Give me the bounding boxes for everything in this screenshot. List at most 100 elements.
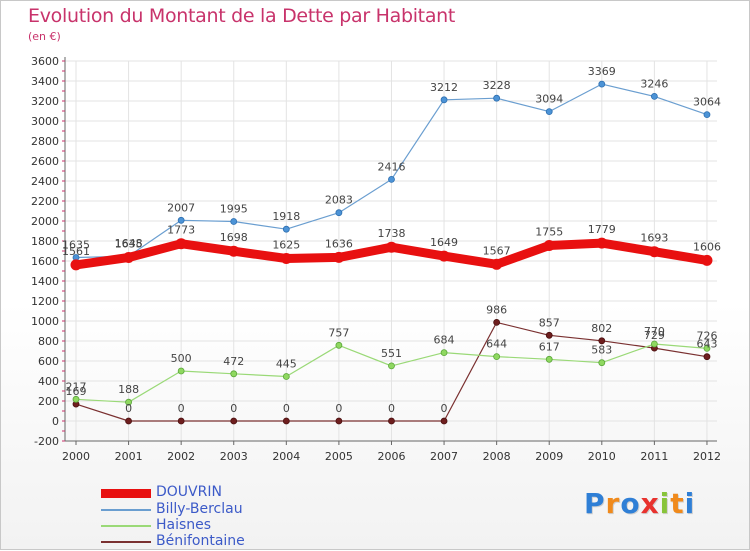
legend-swatch-benifontaine [101,541,151,543]
data-label-douvrin: 1698 [220,231,248,244]
y-tick-label: 200 [38,395,59,408]
data-label-benifontaine: 802 [591,322,612,335]
point-haisnes [598,359,606,367]
x-tick-label: 2005 [325,450,353,463]
point-haisnes [650,340,658,348]
point-billy-berclau [650,93,658,100]
y-tick-label: 2800 [31,135,59,148]
logo-letter: i [659,487,671,520]
data-label-haisnes: 617 [539,340,560,353]
point-billy-berclau [493,94,501,102]
point-benifontaine [388,417,395,425]
point-douvrin [701,254,713,266]
y-tick-label: 0 [52,415,59,428]
logo-letter: i [684,487,696,520]
y-tick-label: 2200 [31,195,59,208]
x-tick-label: 2002 [167,450,195,463]
point-benifontaine [335,417,343,425]
y-tick-label: -200 [34,435,59,448]
data-label-benifontaine: 0 [230,402,237,415]
point-haisnes [388,362,395,370]
point-benifontaine [230,417,238,425]
y-tick-label: 3400 [31,75,59,88]
y-tick-label: 1800 [31,235,59,248]
data-label-billy-berclau: 3064 [693,96,721,109]
data-label-haisnes: 445 [276,358,297,371]
data-label-billy-berclau: 1918 [272,210,300,223]
data-label-douvrin: 1738 [377,227,405,240]
y-tick-label: 3000 [31,115,59,128]
data-label-haisnes: 770 [644,325,665,338]
x-tick-label: 2000 [62,450,90,463]
data-label-benifontaine: 857 [539,316,560,329]
data-label-billy-berclau: 2007 [167,201,195,214]
point-haisnes [72,395,80,403]
data-label-haisnes: 726 [696,329,717,342]
data-label-haisnes: 551 [381,347,402,360]
data-label-douvrin: 1635 [115,238,143,251]
point-douvrin [333,251,345,263]
point-douvrin [280,253,292,264]
data-label-billy-berclau: 1648 [115,237,143,250]
data-label-benifontaine: 729 [644,329,665,342]
chart-subtitle: (en €) [28,30,61,43]
legend-swatch-haisnes [101,525,151,527]
legend-swatch-billy-berclau [101,509,151,511]
point-benifontaine [493,318,501,326]
legend-swatch-douvrin [101,489,151,498]
data-label-haisnes: 217 [66,380,87,393]
point-haisnes [545,355,553,363]
point-billy-berclau [598,80,606,88]
point-douvrin [491,258,503,270]
point-billy-berclau [282,225,290,233]
point-benifontaine [177,417,185,425]
data-label-douvrin: 1567 [483,244,511,257]
point-haisnes [493,353,501,361]
point-douvrin [228,245,240,257]
data-label-douvrin: 1649 [430,236,458,249]
point-douvrin [123,252,135,263]
data-label-billy-berclau: 3369 [588,65,616,78]
data-label-billy-berclau: 2416 [377,160,405,173]
point-benifontaine [125,417,132,425]
legend-label-douvrin: DOUVRIN [156,484,222,500]
point-haisnes [335,341,343,349]
axes [62,57,717,445]
point-douvrin [70,259,82,271]
point-billy-berclau [177,216,185,224]
y-tick-label: 1400 [31,275,59,288]
y-tick-label: 2400 [31,175,59,188]
data-label-douvrin: 1636 [325,237,353,250]
data-label-benifontaine: 643 [696,338,717,351]
x-tick-label: 2010 [588,450,616,463]
x-tick-label: 2003 [220,450,248,463]
data-label-douvrin: 1625 [272,239,300,252]
y-tick-label: 400 [38,375,59,388]
y-tick-label: 1600 [31,255,59,268]
data-label-benifontaine: 169 [66,385,87,398]
y-tick-label: 3200 [31,95,59,108]
x-tick-labels: 2000 2001 2002 2003 2004 2005 2006 2007 2008 2009… [62,450,721,463]
data-label-douvrin: 1561 [62,245,90,258]
point-benifontaine [282,417,290,425]
data-label-billy-berclau: 1635 [62,239,90,252]
data-label-benifontaine: 0 [335,402,342,415]
data-label-haisnes: 757 [328,326,349,339]
point-haisnes [440,349,448,357]
point-billy-berclau [440,96,448,104]
data-label-haisnes: 472 [223,355,244,368]
point-billy-berclau [703,111,711,118]
point-benifontaine [598,337,606,345]
data-label-douvrin: 1779 [588,223,616,236]
point-billy-berclau [388,175,395,183]
x-tick-label: 2008 [483,450,511,463]
data-label-billy-berclau: 3094 [535,93,563,106]
legend-label-benifontaine: Bénifontaine [156,533,245,549]
logo-letter: t [670,487,685,520]
point-douvrin [438,250,450,262]
data-label-billy-berclau: 3246 [640,77,668,90]
legend-label-haisnes: Haisnes [156,517,212,533]
point-douvrin [385,241,397,253]
data-label-benifontaine: 0 [125,402,132,415]
